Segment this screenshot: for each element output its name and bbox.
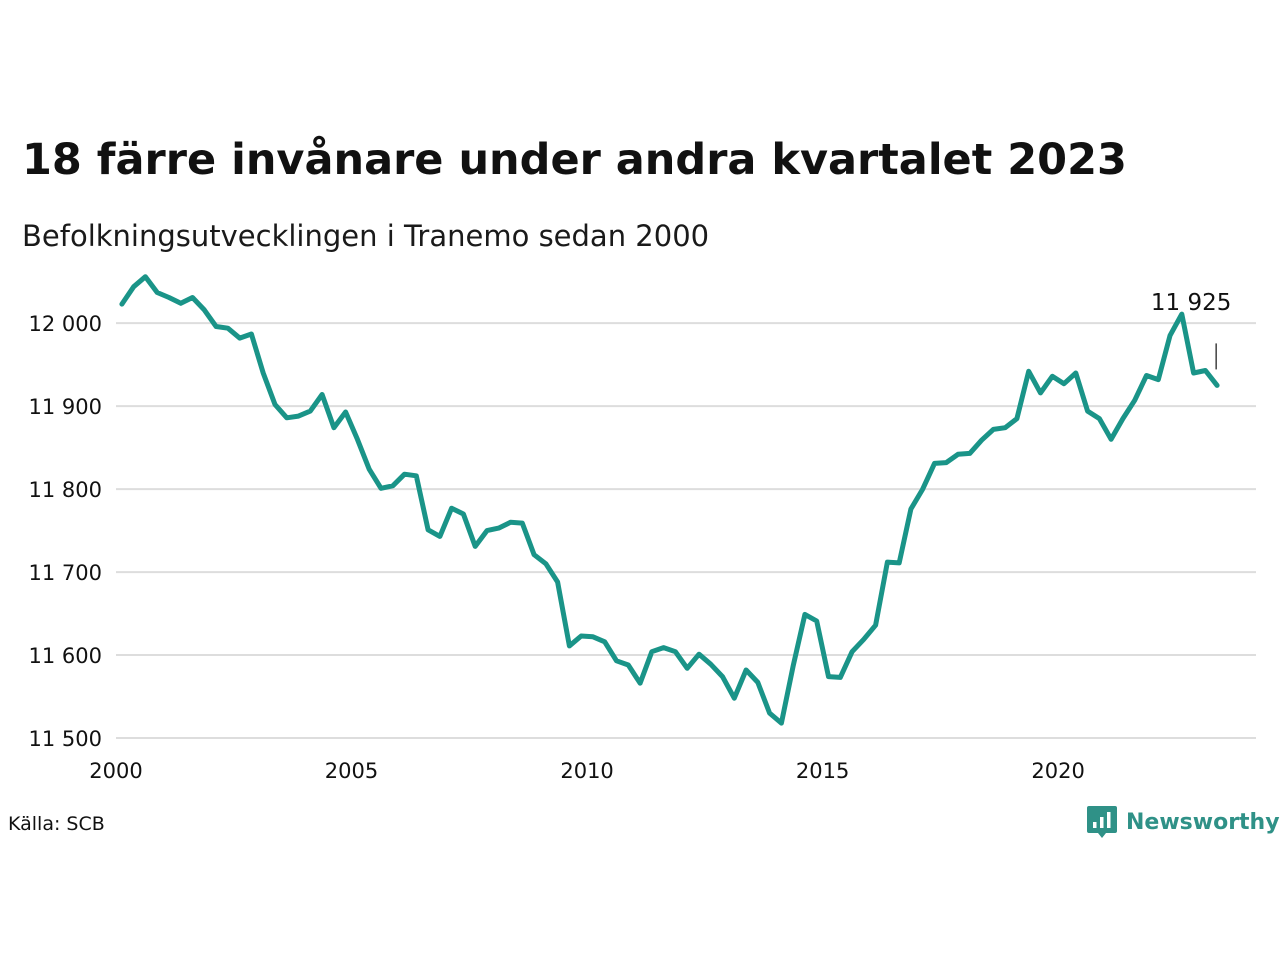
x-axis: 2000 2005 2010 2015 2020 xyxy=(89,759,1085,783)
x-tick-label: 2005 xyxy=(325,759,378,783)
newsworthy-logo-icon xyxy=(1087,806,1117,838)
annotation-layer: 11 925 xyxy=(1151,290,1231,370)
chart-title: 18 färre invånare under andra kvartalet … xyxy=(22,135,1127,185)
y-tick-label: 11 800 xyxy=(29,478,102,502)
y-tick-label: 11 700 xyxy=(29,561,102,585)
annotation-label: 11 925 xyxy=(1151,290,1231,316)
y-tick-label: 11 500 xyxy=(29,727,102,751)
x-tick-label: 2015 xyxy=(796,759,849,783)
series-layer xyxy=(119,274,1220,726)
y-tick-label: 11 600 xyxy=(29,644,102,668)
x-tick-label: 2010 xyxy=(560,759,613,783)
brand-name: Newsworthy xyxy=(1126,809,1280,835)
y-tick-label: 11 900 xyxy=(29,395,102,419)
newsworthy-brand: Newsworthy xyxy=(1086,802,1280,842)
x-tick-label: 2020 xyxy=(1031,759,1084,783)
population-line-chart: 11 500 11 600 11 700 11 800 11 900 12 000 200… xyxy=(29,274,1256,783)
chart-subtitle: Befolkningsutvecklingen i Tranemo sedan … xyxy=(22,219,710,253)
series-line xyxy=(119,274,1220,726)
y-axis: 11 500 11 600 11 700 11 800 11 900 12 000 xyxy=(29,312,102,751)
x-tick-label: 2000 xyxy=(89,759,142,783)
source-note: Källa: SCB xyxy=(8,813,105,835)
gridlines xyxy=(116,322,1256,739)
y-tick-label: 12 000 xyxy=(29,312,102,336)
